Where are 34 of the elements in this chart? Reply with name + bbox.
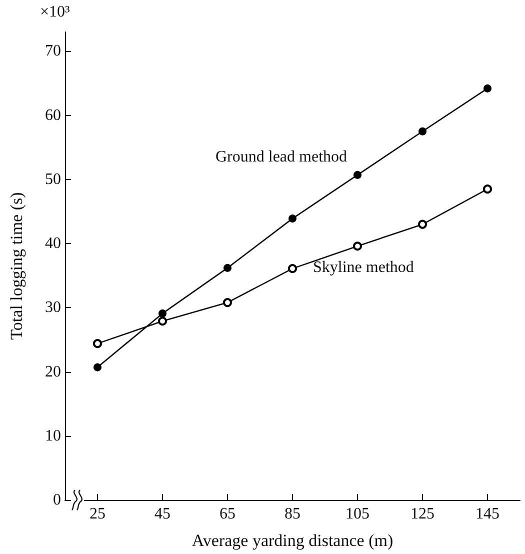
y-tick-label: 50 — [45, 170, 61, 188]
x-tick-label: 25 — [90, 506, 106, 522]
series-label: Skyline method — [313, 259, 414, 276]
point — [158, 316, 167, 326]
y-tick-label: 0 — [53, 492, 61, 508]
x-tick-label: 105 — [346, 506, 370, 522]
y-tick-label: 30 — [45, 299, 61, 316]
y-tick-label: 40 — [45, 235, 61, 252]
x-tick-label: 65 — [220, 506, 236, 522]
point — [418, 127, 426, 136]
x-tick-label: 85 — [284, 506, 300, 522]
point — [93, 339, 102, 348]
point — [418, 220, 427, 229]
point — [484, 84, 492, 92]
x-tick-label: 125 — [410, 506, 434, 522]
y-axis-title: Total logging time (s) — [7, 192, 26, 340]
point — [354, 170, 362, 179]
point — [353, 242, 362, 251]
x-tick-label: 145 — [476, 506, 500, 522]
y-tick-label: 70 — [45, 42, 61, 60]
x-tick-label: 45 — [154, 506, 170, 522]
point — [288, 264, 297, 274]
text: ×10³ — [40, 4, 70, 20]
x-axis-title: Average yarding distance (m) — [192, 531, 394, 550]
point — [288, 214, 296, 223]
point — [94, 363, 102, 372]
point — [158, 309, 166, 318]
point — [483, 184, 492, 194]
point — [224, 264, 232, 272]
y-tick-label: 60 — [45, 106, 61, 124]
y-tick-label: 10 — [45, 427, 61, 444]
point — [223, 298, 232, 308]
y-tick-label: 20 — [45, 363, 61, 380]
series-label: Ground lead method — [216, 148, 348, 166]
